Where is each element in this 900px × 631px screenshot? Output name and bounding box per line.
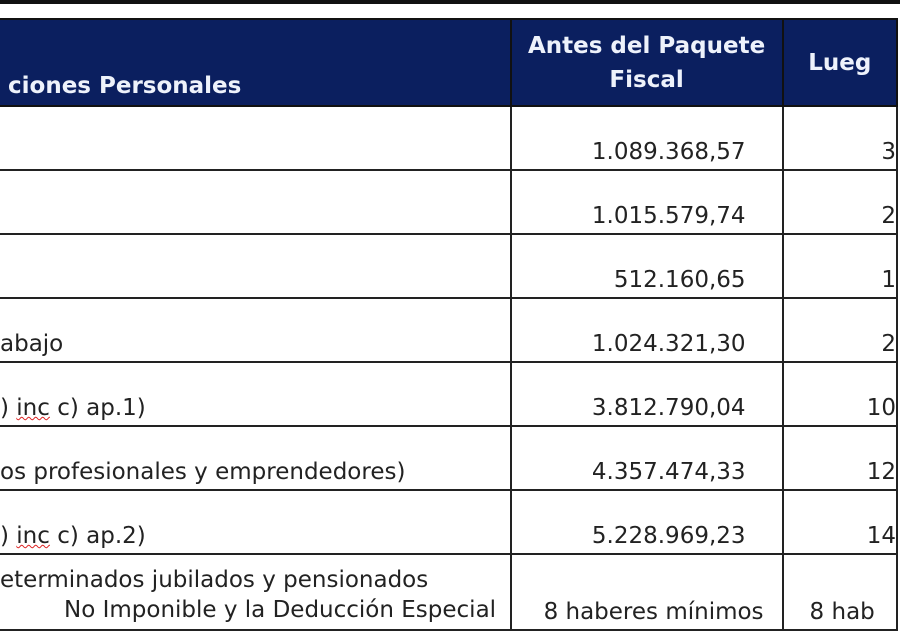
table-row: eterminados jubilados y pensionados No Im… [0,553,899,631]
row-before: 3.812.790,04 [509,361,784,427]
row-label: abajo [0,297,512,363]
table-row: 1.015.579,74 2 [0,169,899,235]
row-label: ) inc c) ap.1) [0,361,512,427]
row-before: 5.228.969,23 [509,489,784,555]
table-header-row: ciones Personales Antes del Paquete Fisc… [0,18,899,107]
row-after: 8 hab [781,553,899,631]
row-label: ) inc c) ap.2) [0,489,512,555]
row-label: os profesionales y emprendedores) [0,425,512,491]
row-before: 1.024.321,30 [509,297,784,363]
row-before: 512.160,65 [509,233,784,299]
label-post: c) ap.2) [49,523,146,549]
table-row: 512.160,65 1 [0,233,899,299]
row-label: eterminados jubilados y pensionados No Im… [0,553,512,631]
row-label [0,233,512,299]
row-label [0,105,512,171]
spellcheck-word: inc [16,395,50,421]
row-after: 10 [781,361,899,427]
label-post: c) ap.1) [49,395,146,421]
row-after: 14 [781,489,899,555]
row-after: 1 [781,233,899,299]
spellcheck-word: inc [16,523,50,549]
row-after: 12 [781,425,899,491]
row-before: 1.015.579,74 [509,169,784,235]
row-after: 3 [781,105,899,171]
table-row: 1.089.368,57 3 [0,105,899,171]
table-row: ) inc c) ap.2) 5.228.969,23 14 [0,489,899,555]
deductions-table: ciones Personales Antes del Paquete Fisc… [0,18,899,631]
label-line1: eterminados jubilados y pensionados [0,567,429,593]
row-before: 8 haberes mínimos [509,553,784,631]
header-after: Lueg [781,18,899,107]
row-after: 2 [781,169,899,235]
row-before: 4.357.474,33 [509,425,784,491]
header-concept: ciones Personales [0,18,512,107]
row-before: 1.089.368,57 [509,105,784,171]
top-border [0,0,900,4]
label-pre: ) [0,395,17,421]
header-before: Antes del Paquete Fiscal [509,18,784,107]
label-pre: ) [0,523,17,549]
row-label [0,169,512,235]
table-row: abajo 1.024.321,30 2 [0,297,899,363]
table-row: os profesionales y emprendedores) 4.357.… [0,425,899,491]
row-after: 2 [781,297,899,363]
table-row: ) inc c) ap.1) 3.812.790,04 10 [0,361,899,427]
